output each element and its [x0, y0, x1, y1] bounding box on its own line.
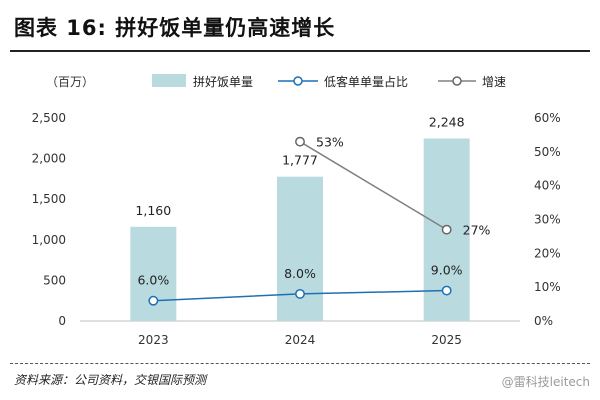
growth-value-label: 27%: [463, 223, 491, 238]
y-right-tick: 60%: [534, 111, 561, 125]
bar-value-label: 1,160: [135, 203, 171, 218]
y-right-tick: 40%: [534, 179, 561, 193]
bar-value-label: 1,777: [282, 153, 318, 168]
growth-point: [295, 136, 305, 147]
y-right-tick: 50%: [534, 145, 561, 159]
y-right-tick: 10%: [534, 280, 561, 294]
y-left-tick: 2,000: [32, 152, 66, 166]
y-right-tick: 30%: [534, 213, 561, 227]
combo-chart: （百万） 0 500 1,000 1,500 2,000 2,500 0% 10% 20% 30% 4…: [32, 74, 561, 347]
y-left-tick: 1,000: [32, 233, 66, 247]
unit-label: （百万）: [46, 75, 94, 89]
share-value-label: 8.0%: [284, 266, 316, 281]
source-note: 资料来源：公司资料，交银国际预测: [14, 373, 207, 387]
y-left-tick: 0: [58, 314, 66, 328]
chart-title: 图表 16: 拼好饭单量仍高速增长: [14, 16, 336, 40]
y-right-tick: 20%: [534, 246, 561, 260]
footer-divider: [10, 363, 590, 364]
x-tick-label: 2023: [138, 333, 169, 347]
bar-2024: [277, 176, 323, 321]
legend-bar-swatch: [152, 74, 186, 87]
legend-bar-label: 拼好饭单量: [193, 75, 253, 89]
growth-value-label: 53%: [316, 135, 344, 150]
share-point: [148, 295, 159, 306]
x-tick-label: 2024: [285, 333, 316, 347]
share-value-label: 9.0%: [431, 263, 463, 278]
share-point: [295, 288, 305, 299]
share-point: [441, 285, 452, 296]
y-left-tick: 500: [43, 273, 66, 287]
growth-point: [441, 224, 452, 235]
share-value-label: 6.0%: [137, 273, 169, 288]
title-divider: [10, 50, 590, 52]
legend-share-label: 低客单单量占比: [324, 74, 408, 89]
y-left-tick: 1,500: [32, 192, 66, 206]
legend-growth-marker: [452, 76, 462, 86]
legend-share-marker: [293, 76, 303, 86]
legend-growth-label: 增速: [482, 75, 506, 89]
bar-value-label: 2,248: [429, 114, 465, 129]
y-right-tick: 0%: [534, 314, 553, 328]
watermark: @雷科技leitech: [501, 375, 590, 389]
growth-line: [299, 141, 448, 231]
y-left-tick: 2,500: [32, 111, 66, 125]
x-tick-label: 2025: [431, 333, 462, 347]
